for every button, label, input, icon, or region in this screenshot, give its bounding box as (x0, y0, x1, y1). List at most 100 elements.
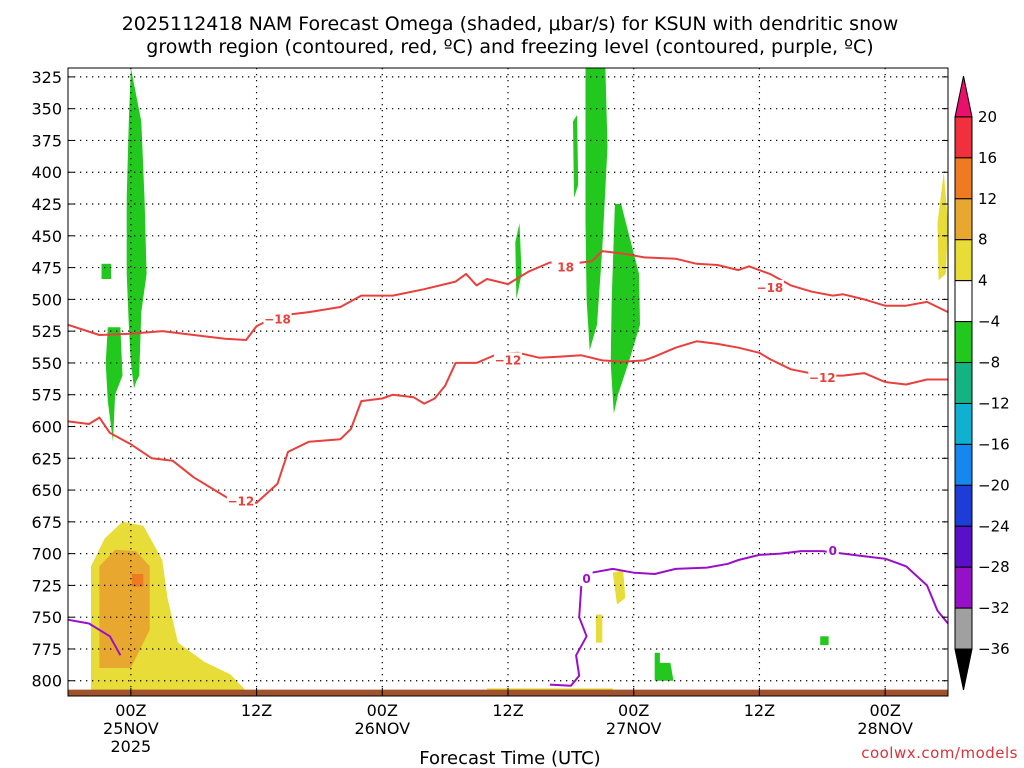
colorbar-cell-3 (954, 198, 973, 241)
contour-label-bg-4 (755, 279, 784, 295)
x-tick-date-30: 26NOV (354, 719, 410, 738)
colorbar-tick-label-2: 12 (978, 190, 997, 208)
x-tick-date-78: 28NOV (857, 719, 913, 738)
contour-label-3: 18 (557, 261, 574, 275)
y-tick-label-775: 775 (31, 640, 62, 659)
colorbar-cell-4 (954, 239, 973, 282)
shaded-green-column-1 (126, 68, 147, 389)
plot-area: −18 −12 −12 18 −18 −12 0 0 (68, 68, 948, 696)
y-tick-label-750: 750 (31, 608, 62, 627)
colorbar-cell-0 (954, 75, 973, 118)
colorbar-cell-8 (954, 402, 973, 445)
colorbar-tick-label-13: −36 (978, 640, 1010, 658)
y-tick-label-500: 500 (31, 290, 62, 309)
y-tick-label-650: 650 (31, 481, 62, 500)
contour-label-1: −12 (227, 494, 254, 508)
contour-label-bg-3 (551, 259, 580, 275)
contour-label-7: 0 (829, 544, 837, 558)
shaded-green-blob-c (820, 636, 829, 646)
colorbar: 20 16 12 8 4 −4 −8 −12 −16 −20 −24 −28 −32 −36 (954, 75, 1010, 691)
shaded-green-blob-a (101, 263, 111, 279)
colorbar-tick-label-0: 20 (978, 108, 997, 126)
y-tick-label-425: 425 (31, 195, 62, 214)
shaded-green-streak-42 (515, 223, 522, 300)
contour-label-0: −18 (264, 313, 291, 327)
colorbar-tick-label-3: 8 (978, 231, 988, 249)
y-tick-label-550: 550 (31, 354, 62, 373)
shaded-green-column-lower (105, 327, 123, 442)
shaded-yellow-blob-d (612, 570, 626, 605)
axes: 325 350 375 400 425 450 475 500 525 550 575 600 625 6… (31, 67, 949, 756)
colorbar-tick-label-9: −20 (978, 476, 1010, 494)
x-tick-label-6: 00Z (115, 701, 146, 720)
contour-label-bg-5 (808, 370, 837, 386)
contour-line-0 (68, 250, 948, 341)
x-tick-label-18: 12Z (241, 701, 272, 720)
y-tick-label-475: 475 (31, 259, 62, 278)
chart-title-line2: growth region (contoured, red, ºC) and f… (146, 36, 873, 58)
x-tick-date-6: 25NOV (103, 719, 159, 738)
colorbar-cell-6 (954, 321, 973, 364)
y-tick-label-325: 325 (31, 68, 62, 87)
contour-label-2: −12 (495, 353, 522, 367)
x-tick-label-66: 12Z (744, 701, 775, 720)
y-tick-label-400: 400 (31, 163, 62, 182)
colorbar-cell-5 (954, 280, 973, 323)
x-tick-label-30: 00Z (367, 701, 398, 720)
shaded-red-orange-dot (131, 574, 144, 587)
shaded-green-column-2 (585, 68, 608, 351)
contour-line-3 (68, 618, 122, 656)
colorbar-cell-11 (954, 525, 973, 568)
colorbar-cell-10 (954, 484, 973, 527)
y-tick-label-450: 450 (31, 227, 62, 246)
contour-label-4: −18 (757, 281, 784, 295)
contour-line-1 (68, 340, 948, 504)
shaded-green-blob-b (654, 652, 674, 681)
shaded-yellow-plume-east (937, 172, 948, 281)
y-tick-label-700: 700 (31, 545, 62, 564)
y-tick-label-800: 800 (31, 672, 62, 691)
x-axis-label: Forecast Time (UTC) (419, 748, 600, 768)
contour-label-5: −12 (809, 371, 836, 385)
contour-label-bg-6 (580, 571, 593, 587)
colorbar-tick-label-8: −16 (978, 435, 1010, 453)
y-tick-label-600: 600 (31, 417, 62, 436)
contour-label-bg-0 (263, 311, 292, 327)
y-tick-label-725: 725 (31, 576, 62, 595)
colorbar-tick-label-6: −8 (978, 354, 1000, 372)
colorbar-tick-label-10: −24 (978, 517, 1010, 535)
contour-label-bg-1 (226, 493, 255, 509)
x-tick-label-78: 00Z (869, 701, 900, 720)
colorbar-cell-1 (954, 116, 973, 159)
shaded-green-streak-48 (573, 115, 579, 198)
colorbar-tick-label-1: 16 (978, 149, 997, 167)
shaded-yellow-blob-e (596, 614, 603, 643)
contour-label-bg-2 (494, 352, 522, 368)
credit-text[interactable]: coolwx.com/models (861, 744, 1018, 762)
colorbar-cell-7 (954, 362, 973, 404)
y-tick-label-625: 625 (31, 449, 62, 468)
contour-line-2 (549, 550, 948, 687)
x-tick-label-42: 12Z (492, 701, 523, 720)
y-tick-label-575: 575 (31, 386, 62, 405)
colorbar-cell-14 (954, 648, 973, 691)
x-tick-year-6: 2025 (110, 737, 151, 756)
y-tick-label-675: 675 (31, 513, 62, 532)
colorbar-cell-13 (954, 607, 973, 650)
x-tick-date-54: 27NOV (606, 719, 662, 738)
contour-label-6: 0 (582, 572, 590, 586)
y-tick-label-375: 375 (31, 131, 62, 150)
y-tick-label-525: 525 (31, 322, 62, 341)
y-tick-label-350: 350 (31, 100, 62, 119)
contour-label-bg-7 (826, 543, 839, 559)
colorbar-tick-label-4: 4 (978, 272, 988, 290)
colorbar-tick-label-12: −32 (978, 599, 1010, 617)
colorbar-tick-label-11: −28 (978, 558, 1010, 576)
colorbar-tick-label-7: −12 (978, 394, 1010, 412)
x-tick-label-54: 00Z (618, 701, 649, 720)
plot-content: −18 −12 −12 18 −18 −12 0 0 (68, 68, 948, 696)
colorbar-tick-label-5: −4 (978, 313, 1000, 331)
colorbar-cell-12 (954, 566, 973, 609)
colorbar-cell-9 (954, 443, 973, 486)
